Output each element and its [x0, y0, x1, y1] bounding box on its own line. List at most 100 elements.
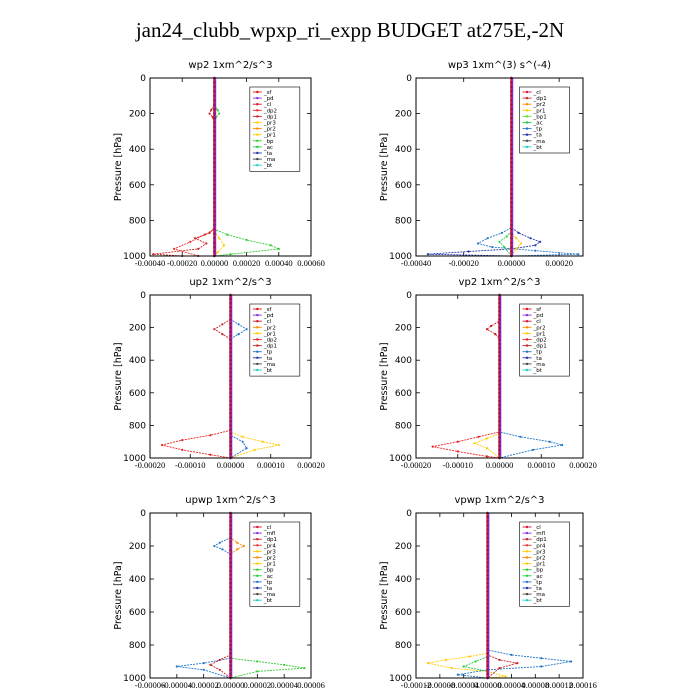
data-point [229, 411, 232, 415]
data-point [229, 561, 232, 564]
x-tick-label: 0.00008 [521, 680, 549, 690]
data-point [236, 548, 239, 551]
legend-marker [525, 580, 529, 584]
legend-marker [525, 556, 529, 559]
data-point [256, 670, 259, 673]
series-line [230, 295, 248, 459]
data-point [517, 231, 520, 234]
legend-label: _pr1 [263, 331, 276, 337]
legend-marker [256, 145, 259, 149]
x-tick-label: 0.00010 [257, 460, 285, 470]
legend-label: _cl [263, 525, 272, 531]
legend-marker [525, 350, 529, 353]
legend-label: _ac [263, 145, 273, 151]
y-tick-label: 1000 [123, 252, 146, 262]
legend-marker [256, 362, 259, 366]
legend-marker [525, 109, 529, 112]
data-point [269, 244, 272, 247]
data-point [213, 219, 216, 222]
panel-title: vp2 1xm^2/s^3 [459, 277, 541, 288]
data-point [229, 643, 232, 647]
panel-title: wp3 1xm^(3) s^(-4) [448, 60, 551, 71]
data-point [510, 232, 513, 236]
data-point [510, 143, 513, 147]
legend-marker [525, 368, 529, 372]
series-line [487, 513, 518, 679]
legend-label: _pr1 [263, 133, 276, 139]
data-point [218, 541, 221, 544]
legend-marker [525, 145, 529, 149]
legend-marker [525, 531, 529, 535]
data-point [510, 161, 513, 164]
data-point [519, 435, 522, 438]
legend-label: _bp [263, 139, 274, 145]
data-point [486, 577, 489, 581]
data-point [245, 447, 248, 450]
data-point [498, 448, 501, 452]
data-point [213, 107, 216, 111]
y-tick-label: 600 [395, 608, 412, 618]
panel-title: vpwp 1xm^2/s^3 [454, 495, 544, 506]
legend-marker [256, 139, 259, 142]
data-point [529, 237, 532, 240]
y-tick-label: 1000 [389, 252, 412, 262]
data-point [510, 205, 513, 209]
data-point [229, 314, 232, 317]
x-tick-label: 0.00020 [233, 258, 261, 268]
data-point [486, 647, 489, 651]
data-point [213, 201, 216, 204]
legend-label: _cl [263, 102, 272, 108]
legend-label: _bt [533, 598, 543, 604]
data-point [561, 443, 564, 447]
x-tick-label: 0.00000 [498, 258, 526, 268]
data-point [510, 134, 513, 138]
data-point [229, 322, 232, 325]
data-point [510, 183, 513, 187]
data-point [498, 383, 501, 386]
y-axis-label: Pressure [hPa] [379, 561, 390, 629]
data-point [485, 328, 489, 331]
y-tick-label: 0 [406, 291, 412, 301]
data-point [486, 565, 489, 568]
legend-label: _bt [533, 145, 543, 151]
data-point [229, 652, 232, 655]
data-point [213, 134, 216, 138]
data-point [486, 548, 489, 552]
legend-label: _ta [533, 356, 542, 362]
data-point [229, 623, 232, 626]
legend-marker [525, 90, 529, 94]
data-point [213, 228, 216, 231]
data-point [462, 665, 465, 668]
data-point [498, 330, 501, 334]
data-point [491, 246, 494, 249]
data-point [213, 161, 216, 164]
data-point [505, 235, 508, 238]
data-point [477, 435, 480, 438]
panel-title: wp2 1xm^2/s^3 [188, 60, 272, 71]
data-point [456, 440, 459, 443]
data-point [229, 602, 232, 606]
data-point [486, 631, 489, 634]
legend-label: _ma [263, 157, 275, 163]
legend-marker [525, 562, 529, 565]
legend-label: _dp2 [263, 108, 277, 114]
legend-marker [256, 525, 259, 529]
data-point [229, 379, 232, 382]
legend-label: _dp2 [263, 338, 277, 344]
data-point [498, 658, 501, 662]
data-point [534, 244, 537, 247]
legend-marker [256, 320, 259, 323]
data-point [283, 663, 286, 666]
panel-2: up2 1xm^2/s^3 Pressure [hPa] 0 200 400 600 800… [113, 277, 325, 470]
data-point [213, 188, 216, 191]
y-tick-label: 1000 [389, 674, 412, 684]
data-point [510, 94, 513, 98]
panel-title: up2 1xm^2/s^3 [189, 277, 271, 288]
data-point [510, 196, 513, 200]
legend-marker [525, 133, 529, 136]
x-tick-label: 0.00020 [297, 460, 325, 470]
legend-marker [256, 592, 259, 596]
legend-label: _tp [263, 580, 273, 586]
legend-label: _pd [263, 313, 274, 319]
legend-marker [525, 544, 529, 547]
